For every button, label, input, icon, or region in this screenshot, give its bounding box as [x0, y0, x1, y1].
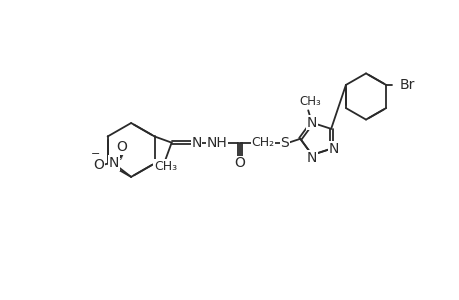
Text: N: N — [306, 151, 317, 165]
Text: Br: Br — [399, 78, 414, 92]
Text: CH₃: CH₃ — [298, 95, 320, 108]
Text: O: O — [116, 140, 127, 154]
Text: O: O — [93, 158, 104, 172]
Text: ⊕: ⊕ — [115, 153, 122, 162]
Text: NH: NH — [206, 136, 226, 150]
Text: N: N — [191, 136, 201, 150]
Text: N: N — [328, 142, 339, 156]
Text: N: N — [306, 116, 317, 130]
Text: CH₃: CH₃ — [154, 160, 177, 173]
Text: S: S — [280, 136, 289, 150]
Text: −: − — [90, 149, 100, 159]
Text: N: N — [109, 156, 119, 170]
Text: O: O — [234, 156, 245, 170]
Text: CH₂: CH₂ — [251, 136, 274, 149]
